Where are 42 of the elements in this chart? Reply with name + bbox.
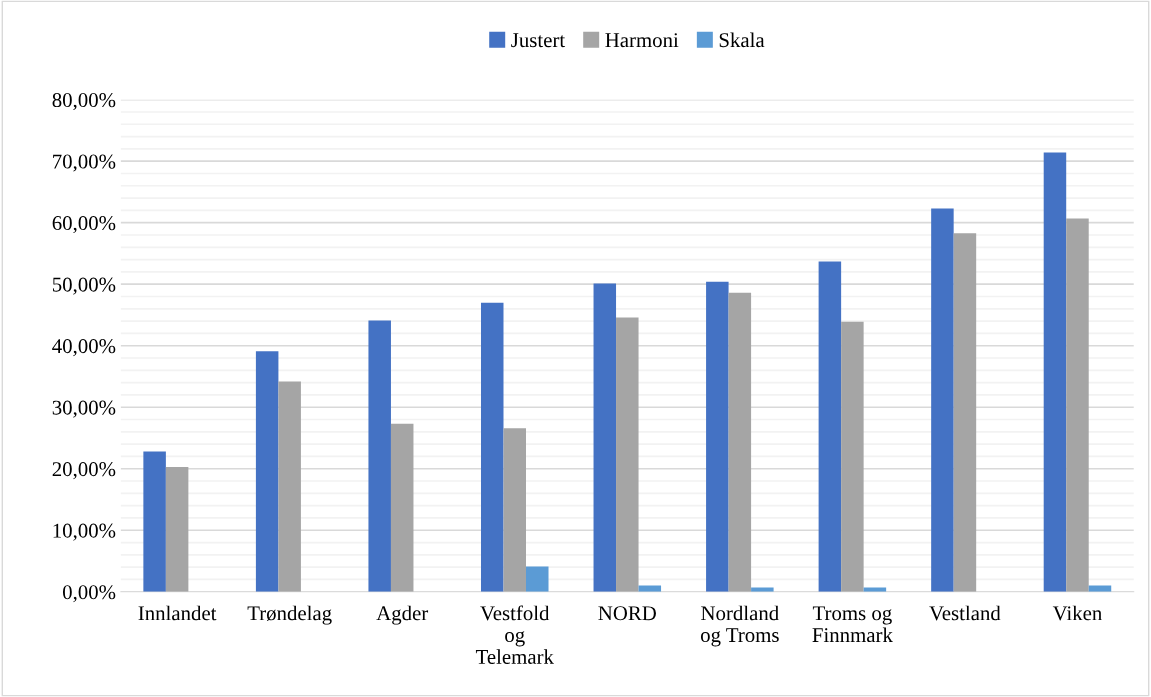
bar — [728, 292, 752, 592]
bar — [480, 302, 504, 592]
bar — [706, 281, 729, 592]
bar — [278, 381, 301, 592]
y-tick-label: 80,00% — [52, 93, 116, 111]
bar — [526, 566, 549, 592]
bar — [953, 233, 977, 592]
bar — [1043, 152, 1067, 592]
bar — [841, 321, 864, 592]
bar — [751, 587, 774, 592]
x-tick-label: Trøndelag — [247, 605, 332, 625]
bar — [503, 428, 527, 592]
bar — [931, 208, 954, 592]
y-tick-label: 10,00% — [53, 523, 116, 541]
y-tick-label: 20,00% — [52, 462, 116, 480]
bar — [165, 466, 189, 592]
y-tick-label: 60,00% — [52, 216, 116, 234]
bar — [368, 320, 391, 592]
x-tick-label: Agder — [376, 605, 429, 625]
x-tick-label: Vestfold og Telemark — [475, 605, 554, 664]
bar — [143, 451, 166, 592]
bar — [818, 261, 842, 592]
x-tick-label: Viken — [1052, 605, 1102, 621]
legend-label: Skala — [719, 32, 765, 48]
x-tick-label: Nordland og Troms — [700, 605, 779, 647]
y-tick-label: 70,00% — [53, 154, 116, 172]
bar — [863, 587, 887, 592]
bar — [390, 423, 414, 592]
y-tick-label: 30,00% — [52, 400, 116, 418]
bar — [1066, 218, 1089, 592]
x-tick-label: Innlandet — [138, 605, 217, 621]
legend-label: Justert — [511, 33, 566, 48]
bar — [593, 283, 617, 592]
bar — [255, 351, 279, 592]
x-tick-label: Troms og Finnmark — [812, 606, 893, 643]
bar — [616, 317, 639, 592]
y-tick-label: 0,00% — [62, 585, 116, 603]
x-tick-label: Vestland — [929, 605, 1001, 621]
x-tick-label: NORD — [598, 606, 656, 621]
y-tick-label: 50,00% — [52, 277, 116, 295]
legend-label: Harmoni — [605, 33, 679, 48]
y-tick-label: 40,00% — [52, 339, 116, 357]
